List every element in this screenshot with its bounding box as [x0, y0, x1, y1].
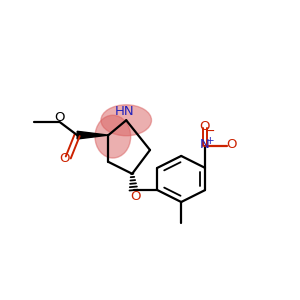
Text: HN: HN: [115, 105, 134, 118]
Text: +: +: [206, 136, 214, 146]
Text: O: O: [55, 111, 65, 124]
Text: O: O: [130, 190, 140, 203]
Polygon shape: [77, 131, 108, 139]
Text: O: O: [200, 120, 210, 133]
Text: O: O: [226, 138, 237, 151]
Ellipse shape: [95, 115, 131, 158]
Ellipse shape: [101, 105, 152, 136]
Text: N: N: [200, 138, 210, 151]
Text: O: O: [59, 152, 70, 165]
Text: −: −: [205, 125, 215, 138]
